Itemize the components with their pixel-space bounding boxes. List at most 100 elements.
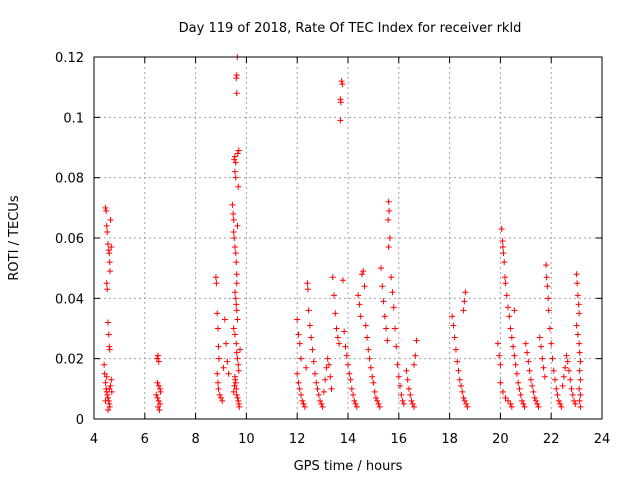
data-point: [450, 322, 457, 329]
data-point: [394, 361, 401, 368]
data-point: [393, 343, 400, 350]
data-point: [521, 403, 528, 410]
data-point: [576, 385, 583, 392]
data-point: [564, 358, 571, 365]
data-point: [231, 331, 238, 338]
data-point: [325, 361, 332, 368]
data-point: [494, 340, 501, 347]
data-point: [576, 367, 583, 374]
data-point: [305, 307, 312, 314]
data-point: [501, 259, 508, 266]
data-point: [550, 367, 557, 374]
x-tick-label: 18: [441, 432, 458, 447]
data-point: [216, 391, 223, 398]
data-point: [369, 373, 376, 380]
data-point: [231, 289, 238, 296]
data-point: [385, 244, 392, 251]
data-point: [545, 307, 552, 314]
data-point: [221, 316, 228, 323]
data-point: [298, 355, 305, 362]
data-point: [409, 400, 416, 407]
data-point: [383, 325, 390, 332]
data-point: [106, 400, 113, 407]
data-point: [101, 370, 108, 377]
data-point: [513, 370, 520, 377]
data-point: [106, 385, 113, 392]
data-point: [339, 277, 346, 284]
data-point: [103, 207, 110, 214]
data-point: [306, 322, 313, 329]
data-point: [231, 382, 238, 389]
data-point: [544, 283, 551, 290]
data-point: [366, 355, 373, 362]
data-point: [214, 310, 221, 317]
data-point: [303, 364, 310, 371]
x-tick-label: 8: [191, 432, 199, 447]
data-point: [464, 403, 471, 410]
data-point: [155, 403, 162, 410]
data-point: [337, 99, 344, 106]
data-point: [320, 388, 327, 395]
data-point: [214, 370, 221, 377]
data-point: [327, 373, 334, 380]
x-tick-label: 20: [492, 432, 509, 447]
data-point: [332, 310, 339, 317]
data-point: [233, 90, 240, 97]
x-tick-label: 4: [90, 432, 98, 447]
data-point: [391, 325, 398, 332]
data-point: [106, 346, 113, 353]
x-tick-label: 22: [543, 432, 560, 447]
data-point: [555, 397, 562, 404]
data-point: [559, 382, 566, 389]
data-point: [454, 358, 461, 365]
data-point: [223, 340, 230, 347]
data-point: [218, 394, 224, 401]
data-point: [328, 385, 335, 392]
data-point: [233, 385, 240, 392]
data-point: [108, 244, 115, 251]
data-point: [451, 334, 458, 341]
data-point: [212, 274, 219, 281]
data-point: [411, 403, 418, 410]
data-point: [546, 325, 553, 332]
data-point: [343, 352, 350, 359]
x-tick-label: 6: [141, 432, 149, 447]
data-point: [154, 394, 161, 401]
data-point: [510, 343, 517, 350]
data-point: [103, 280, 110, 287]
data-point: [549, 355, 556, 362]
data-point: [386, 207, 393, 214]
data-point: [155, 397, 162, 404]
data-point: [497, 361, 504, 368]
data-point: [309, 346, 316, 353]
data-point: [367, 364, 374, 371]
data-point: [505, 304, 512, 311]
data-point: [334, 334, 341, 341]
data-point: [532, 397, 539, 404]
data-point: [337, 117, 344, 124]
data-point: [347, 376, 354, 383]
data-point: [220, 364, 227, 371]
data-point: [386, 235, 393, 241]
data-point: [358, 271, 365, 278]
data-point: [351, 397, 358, 404]
data-point: [104, 406, 111, 413]
data-point: [384, 337, 391, 344]
data-point: [103, 222, 110, 229]
data-point: [215, 355, 222, 362]
data-point: [459, 388, 466, 395]
data-point: [574, 331, 581, 338]
data-point: [346, 370, 353, 377]
data-point: [574, 292, 581, 299]
data-point: [234, 316, 241, 323]
y-tick-label: 0.08: [55, 172, 84, 187]
data-point: [518, 397, 525, 404]
data-point: [452, 346, 459, 353]
data-point: [294, 370, 301, 377]
data-point: [502, 280, 509, 287]
data-point: [526, 367, 533, 374]
data-point: [560, 373, 567, 380]
data-point: [460, 307, 467, 314]
data-point: [577, 403, 584, 410]
x-tick-label: 16: [391, 432, 408, 447]
